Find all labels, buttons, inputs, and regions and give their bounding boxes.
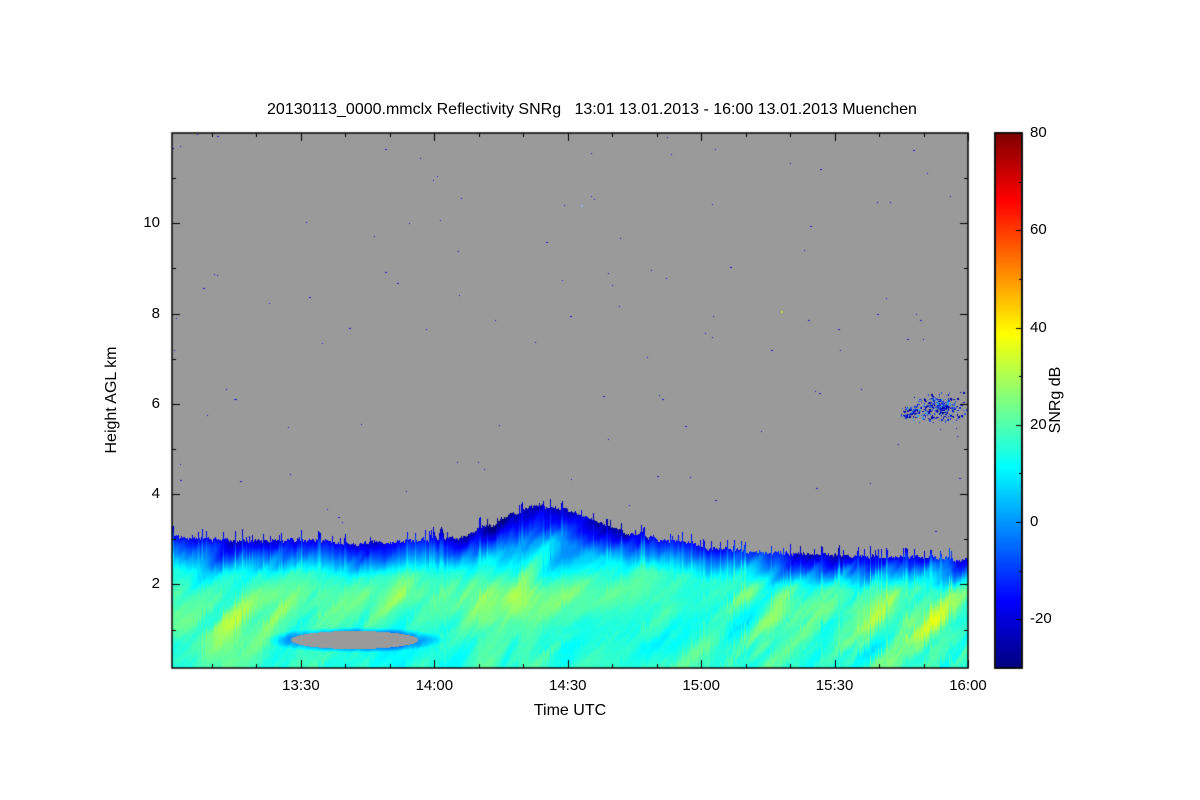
colorbar-tick-label: 80 (1030, 124, 1047, 141)
x-tick-label: 15:00 (682, 677, 720, 694)
x-tick-label: 13:30 (282, 677, 320, 694)
y-tick-label: 8 (151, 304, 160, 322)
colorbar-tick-label: 0 (1030, 513, 1039, 531)
x-axis-label: Time UTC (533, 702, 607, 719)
plot-title: 20130113_0000.mmclx Reflectivity SNRg 13… (267, 101, 917, 118)
colorbar-tick-label: 60 (1030, 221, 1047, 239)
y-tick-label: 4 (151, 485, 160, 503)
colorbar-tick-label: 20 (1030, 415, 1047, 433)
x-tick-label: 16:00 (949, 677, 987, 694)
x-tick-label: 15:30 (815, 677, 854, 694)
y-tick-label: 2 (151, 575, 160, 593)
y-tick-label: 10 (143, 214, 160, 232)
y-tick-label: 6 (151, 394, 160, 412)
x-tick-label: 14:30 (548, 677, 587, 694)
colorbar-tick-label: -20 (1030, 610, 1052, 628)
colorbar-tick-label: 40 (1030, 318, 1047, 336)
x-tick-label: 14:00 (415, 677, 454, 694)
